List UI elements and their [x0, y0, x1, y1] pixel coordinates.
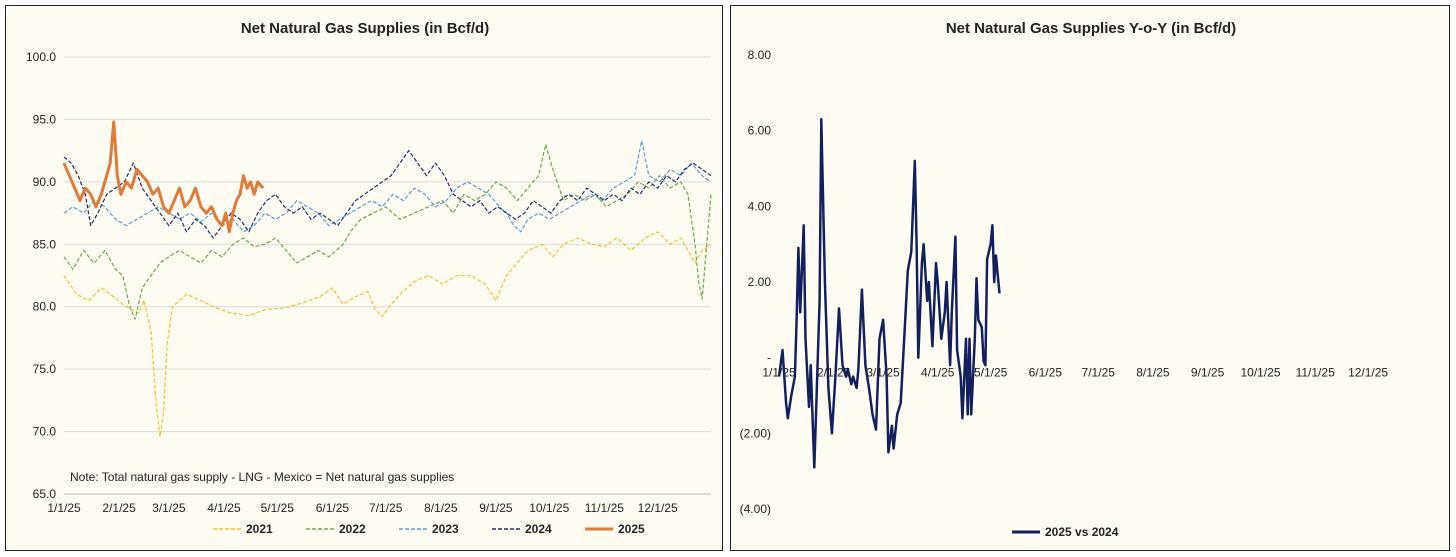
chart-title: Net Natural Gas Supplies (in Bcf/d) [241, 20, 489, 37]
legend-label-2025: 2025 [618, 522, 645, 536]
y-tick-label: (2.00) [740, 426, 771, 440]
x-tick-label: 11/1/25 [1296, 366, 1335, 380]
legend-label: 2025 vs 2024 [1045, 525, 1119, 539]
chart-note: Note: Total natural gas supply - LNG - M… [70, 470, 454, 484]
x-tick-label: 9/1/25 [479, 501, 513, 515]
right-chart-panel: Net Natural Gas Supplies Y-o-Y (in Bcf/d… [730, 5, 1450, 551]
x-tick-label: 3/1/25 [866, 366, 900, 380]
legend-label-2021: 2021 [246, 522, 273, 536]
y-tick-label: 4.00 [748, 199, 772, 213]
x-tick-label: 12/1/25 [638, 501, 678, 515]
x-tick-label: 11/1/25 [585, 501, 624, 515]
x-tick-label: 9/1/25 [1191, 366, 1225, 380]
series-line-2021 [63, 231, 712, 438]
x-tick-label: 7/1/25 [1082, 366, 1116, 380]
x-tick-label: 10/1/25 [529, 501, 569, 515]
series-line-2022 [63, 143, 712, 320]
supplies-chart: Net Natural Gas Supplies (in Bcf/d) 65.0… [26, 20, 712, 536]
x-tick-label: 1/1/25 [47, 501, 81, 515]
x-tick-label: 8/1/25 [1136, 366, 1170, 380]
y-tick-label: 75.0 [33, 362, 57, 376]
x-tick-label: 8/1/25 [424, 501, 458, 515]
y-tick-label: 95.0 [33, 112, 57, 126]
x-tick-label: 7/1/25 [369, 501, 403, 515]
x-tick-label: 5/1/25 [974, 366, 1008, 380]
left-chart-panel: Net Natural Gas Supplies (in Bcf/d) 65.0… [5, 5, 723, 551]
y-tick-label: 2.00 [748, 275, 772, 289]
x-tick-label: 6/1/25 [316, 501, 350, 515]
x-tick-label: 2/1/25 [817, 366, 851, 380]
x-tick-label: 6/1/25 [1029, 366, 1063, 380]
y-tick-label: 8.00 [748, 48, 772, 62]
legend-label-2024: 2024 [525, 522, 552, 536]
x-tick-label: 2/1/25 [102, 501, 136, 515]
x-tick-label: 3/1/25 [152, 501, 186, 515]
y-tick-label: 100.0 [26, 50, 56, 64]
legend-label-2023: 2023 [432, 522, 459, 536]
y-tick-label: - [767, 351, 771, 365]
legend-label-2022: 2022 [339, 522, 366, 536]
y-tick-label: (4.00) [740, 502, 771, 516]
series-line-2025 vs 2024 [777, 118, 1001, 469]
y-tick-label: 65.0 [33, 487, 57, 501]
x-tick-label: 10/1/25 [1240, 366, 1280, 380]
yoy-chart: Net Natural Gas Supplies Y-o-Y (in Bcf/d… [740, 20, 1389, 539]
y-tick-label: 70.0 [33, 425, 57, 439]
series-line-2024 [63, 150, 712, 239]
x-tick-label: 12/1/25 [1348, 366, 1388, 380]
series-line-2023 [63, 140, 712, 233]
y-tick-label: 85.0 [33, 237, 57, 251]
chart-title: Net Natural Gas Supplies Y-o-Y (in Bcf/d… [946, 20, 1236, 37]
y-tick-label: 6.00 [748, 124, 772, 138]
series-line-2025 [62, 120, 265, 234]
x-tick-label: 4/1/25 [207, 501, 241, 515]
y-tick-label: 80.0 [33, 300, 57, 314]
y-tick-label: 90.0 [33, 175, 57, 189]
x-tick-label: 5/1/25 [261, 501, 295, 515]
x-tick-label: 4/1/25 [921, 366, 955, 380]
